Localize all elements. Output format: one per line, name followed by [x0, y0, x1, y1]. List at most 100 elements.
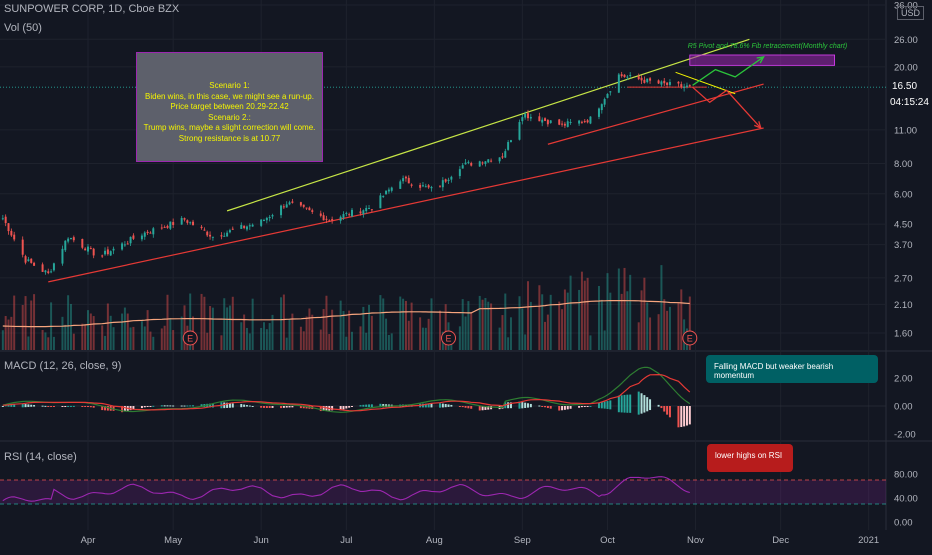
macd-histogram-bar [44, 405, 47, 407]
candle-body [478, 161, 481, 167]
candle-body [484, 161, 487, 164]
candle-body [348, 214, 351, 216]
candle-body [180, 218, 183, 225]
volume-bar [368, 304, 371, 350]
candle-body [231, 228, 234, 230]
macd-histogram-bar [50, 406, 53, 407]
volume-bar [84, 324, 87, 350]
candle-body [569, 121, 572, 123]
volume-bar [379, 295, 382, 350]
currency-badge[interactable]: USD [897, 6, 925, 20]
time-tick-label: Aug [426, 535, 443, 546]
candle-body [228, 230, 231, 233]
macd-histogram-bar [169, 405, 172, 407]
fib-note[interactable]: R5 Pivot and 78.6% Fib retracement(Month… [687, 43, 848, 50]
volume-bar [402, 298, 405, 350]
price-axis[interactable]: 36.0026.0020.0011.008.006.004.503.702.70… [894, 1, 918, 529]
candle-body [308, 207, 311, 211]
volume-bar [163, 325, 166, 350]
macd-histogram-bar [112, 406, 115, 411]
volume-bar [299, 326, 302, 350]
volume-bar [7, 319, 10, 350]
macd-histogram-bar [461, 406, 464, 408]
volume-bar [498, 327, 501, 350]
candle-body [580, 121, 583, 123]
volume-bar [549, 294, 552, 350]
candle-body [643, 79, 646, 83]
macd-histogram-bar [342, 406, 345, 410]
candle-body [30, 258, 33, 263]
macd-histogram-bar [685, 406, 688, 426]
volume-bar [680, 289, 683, 350]
volume-bar [282, 294, 285, 350]
volume-bar [464, 316, 467, 350]
last-price-tag: 16.50 [889, 80, 921, 93]
volume-bar [663, 299, 666, 350]
macd-histogram-bar [129, 406, 132, 411]
macd-histogram-bar [231, 403, 234, 408]
candle-body [447, 179, 450, 182]
candle-body [521, 117, 524, 122]
candle-body [72, 237, 75, 241]
macd-histogram-bar [163, 405, 166, 407]
time-axis[interactable]: Apr May Jun Jul Aug Sep Oct Nov Dec 2021 [81, 535, 880, 546]
rsi-tick-label: 40.00 [894, 494, 918, 505]
candle-body [345, 212, 348, 214]
candle-body [399, 181, 402, 189]
volume-bar [41, 330, 44, 350]
volume-bar [226, 307, 229, 350]
candle-body [629, 74, 632, 76]
macd-histogram-bar [441, 403, 444, 408]
macd-histogram-bar [322, 406, 325, 411]
macd-histogram-bar [280, 406, 283, 409]
volume-bar [308, 308, 311, 350]
volume-ma-line [2, 300, 690, 328]
macd-note[interactable]: Falling MACD but weaker bearish momentum [706, 355, 878, 383]
macd-histogram-bar [603, 401, 606, 409]
macd-histogram-bar [657, 404, 660, 407]
macd-histogram-bar [72, 405, 75, 407]
volume-bar [245, 327, 248, 350]
candle-body [21, 239, 24, 255]
time-tick-label: May [164, 535, 182, 546]
volume-bar [504, 293, 507, 350]
candle-body [132, 235, 135, 239]
volume-bar [541, 294, 544, 350]
earnings-marker[interactable]: E [182, 330, 198, 346]
candle-body [677, 81, 680, 84]
macd-histogram-bar [211, 403, 214, 408]
candle-body [331, 219, 334, 221]
macd-histogram-bar [263, 406, 265, 408]
volume-bar [527, 281, 529, 350]
volume-bar [583, 280, 586, 350]
candle-body [322, 215, 325, 221]
scenario-note[interactable]: Scenario 1: Biden wins, in this case, we… [136, 52, 323, 162]
macd-histogram-bar [189, 405, 192, 407]
macd-histogram-bar [424, 403, 427, 408]
candle-body [461, 165, 464, 169]
volume-bar [626, 291, 629, 350]
macd-histogram-bar [106, 406, 109, 411]
macd-histogram-bar [13, 404, 16, 407]
rsi-note[interactable]: lower highs on RSI [707, 444, 793, 472]
candle-body [7, 223, 10, 232]
volume-bar [399, 296, 402, 350]
volume-bar [478, 295, 481, 350]
scenario-line: Biden wins, in this case, we might see a… [145, 91, 314, 101]
earnings-marker[interactable]: E [441, 330, 457, 346]
macd-histogram-bar [529, 403, 532, 408]
volume-bar [24, 296, 27, 350]
earnings-marker[interactable]: E [682, 330, 698, 346]
macd-histogram-bar [620, 395, 623, 413]
candle-body [245, 226, 248, 230]
candle-body [69, 237, 72, 240]
candle-body [189, 222, 192, 224]
rsi-tick-label: 80.00 [894, 470, 918, 481]
macd-histogram-bar [589, 405, 592, 407]
macd-histogram-bar [89, 406, 92, 408]
bullish-projection-arrow [692, 56, 764, 86]
candle-body [240, 224, 243, 229]
candle-body [390, 187, 393, 191]
